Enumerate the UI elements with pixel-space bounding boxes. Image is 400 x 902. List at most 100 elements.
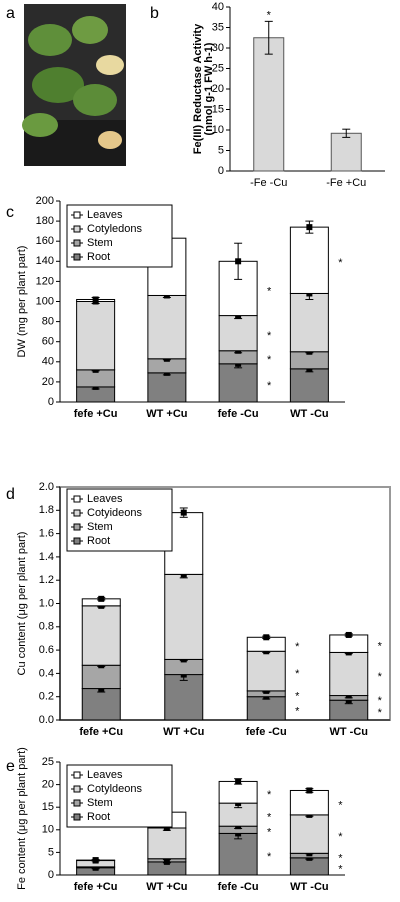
legend-swatch [73,813,81,821]
significance-mark: * [295,641,300,653]
y-tick-label: 100 [36,295,54,307]
x-tick-label: fefe -Cu [218,881,259,893]
y-tick-label: 60 [42,336,54,348]
bar-segment [76,301,116,371]
bar-segment [81,664,121,690]
x-tick-label: -Fe -Cu [250,177,287,189]
bar [253,37,285,172]
significance-mark: * [295,705,300,717]
y-tick-label: 180 [36,215,54,227]
y-tick-label: 15 [212,103,224,115]
y-tick-label: 0.6 [39,644,54,656]
y-tick-label: 15 [42,801,54,813]
legend-box [66,204,173,268]
y-axis-label: Fe content (μg per plant part) [16,747,28,890]
legend-label: Leaves [87,769,123,781]
segment-marker [235,258,242,265]
significance-mark: * [267,354,272,366]
x-tick-label: WT +Cu [146,881,187,893]
y-tick-label: 10 [212,124,224,136]
significance-mark: * [378,641,383,653]
segment-marker [306,224,313,231]
bar-segment [81,605,121,666]
significance-mark: * [267,812,272,824]
significance-mark: * [338,257,343,269]
bar-segment [329,651,369,697]
bar-segment [147,294,187,360]
x-tick-label: fefe -Cu [246,726,287,738]
y-tick-label: 120 [36,275,54,287]
legend-label: Leaves [87,209,123,221]
legend-swatch [73,799,81,807]
bar-segment [147,827,187,860]
legend-label: Root [87,811,110,823]
y-tick-label: 200 [36,195,54,207]
y-tick-label: 160 [36,235,54,247]
segment-marker [263,634,270,641]
y-axis-label: Cu content (μg per plant part) [16,532,28,676]
legend-label: Root [87,251,110,263]
x-tick-label: WT +Cu [163,726,204,738]
x-tick-label: WT -Cu [290,881,328,893]
legend-swatch [73,225,81,233]
significance-mark: * [267,380,272,392]
legend-label: Stem [87,521,113,533]
x-tick-label: WT -Cu [290,408,328,420]
significance-mark: * [338,800,343,812]
y-tick-label: 40 [212,1,224,13]
x-tick-label: fefe +Cu [74,408,118,420]
legend-swatch [73,537,81,545]
legend-label: Leaves [87,493,123,505]
legend-box [66,488,173,552]
x-tick-label: WT +Cu [146,408,187,420]
y-tick-label: 5 [48,846,54,858]
bar-segment [289,368,329,403]
bar-segment [218,363,258,403]
significance-mark: * [295,668,300,680]
legend-swatch [73,239,81,247]
y-tick-label: 0.8 [39,621,54,633]
panel-label: c [6,204,14,221]
y-tick-label: 25 [42,756,54,768]
significance-mark: * [267,851,272,863]
significance-mark: * [338,863,343,875]
legend-label: Root [87,535,110,547]
y-tick-label: 20 [212,83,224,95]
y-tick-label: 30 [212,42,224,54]
y-tick-label: 2.0 [39,481,54,493]
bar-segment [289,292,329,353]
bar-segment [164,674,204,721]
bar-segment [246,696,286,721]
y-tick-label: 40 [42,356,54,368]
y-tick-label: 0.4 [39,667,54,679]
panel-label: b [150,5,159,22]
significance-mark: * [378,707,383,719]
significance-mark: * [267,285,272,297]
x-tick-label: fefe +Cu [79,726,123,738]
y-tick-label: 1.6 [39,528,54,540]
y-axis-label: DW (mg per plant part) [16,246,28,358]
significance-mark: * [378,695,383,707]
segment-marker [235,778,242,785]
legend-label: Cotyldeons [87,783,143,795]
segment-marker [92,296,99,303]
legend-label: Cotyledons [87,223,143,235]
bar-segment [246,650,286,692]
bar-segment [147,372,187,403]
bar-segment [289,226,329,294]
significance-mark: * [338,852,343,864]
y-tick-label: 5 [218,144,224,156]
bar-segment [218,315,258,352]
bar-segment [218,832,258,876]
panel-label: a [6,5,15,22]
segment-marker [306,787,313,794]
y-axis-label: Fe(III) Reductase Activity [192,23,204,154]
y-tick-label: 35 [212,21,224,33]
significance-mark: * [267,789,272,801]
segment-marker [92,857,99,864]
significance-mark: * [267,827,272,839]
legend-swatch [73,253,81,261]
legend-swatch [73,495,81,503]
significance-mark: * [295,691,300,703]
